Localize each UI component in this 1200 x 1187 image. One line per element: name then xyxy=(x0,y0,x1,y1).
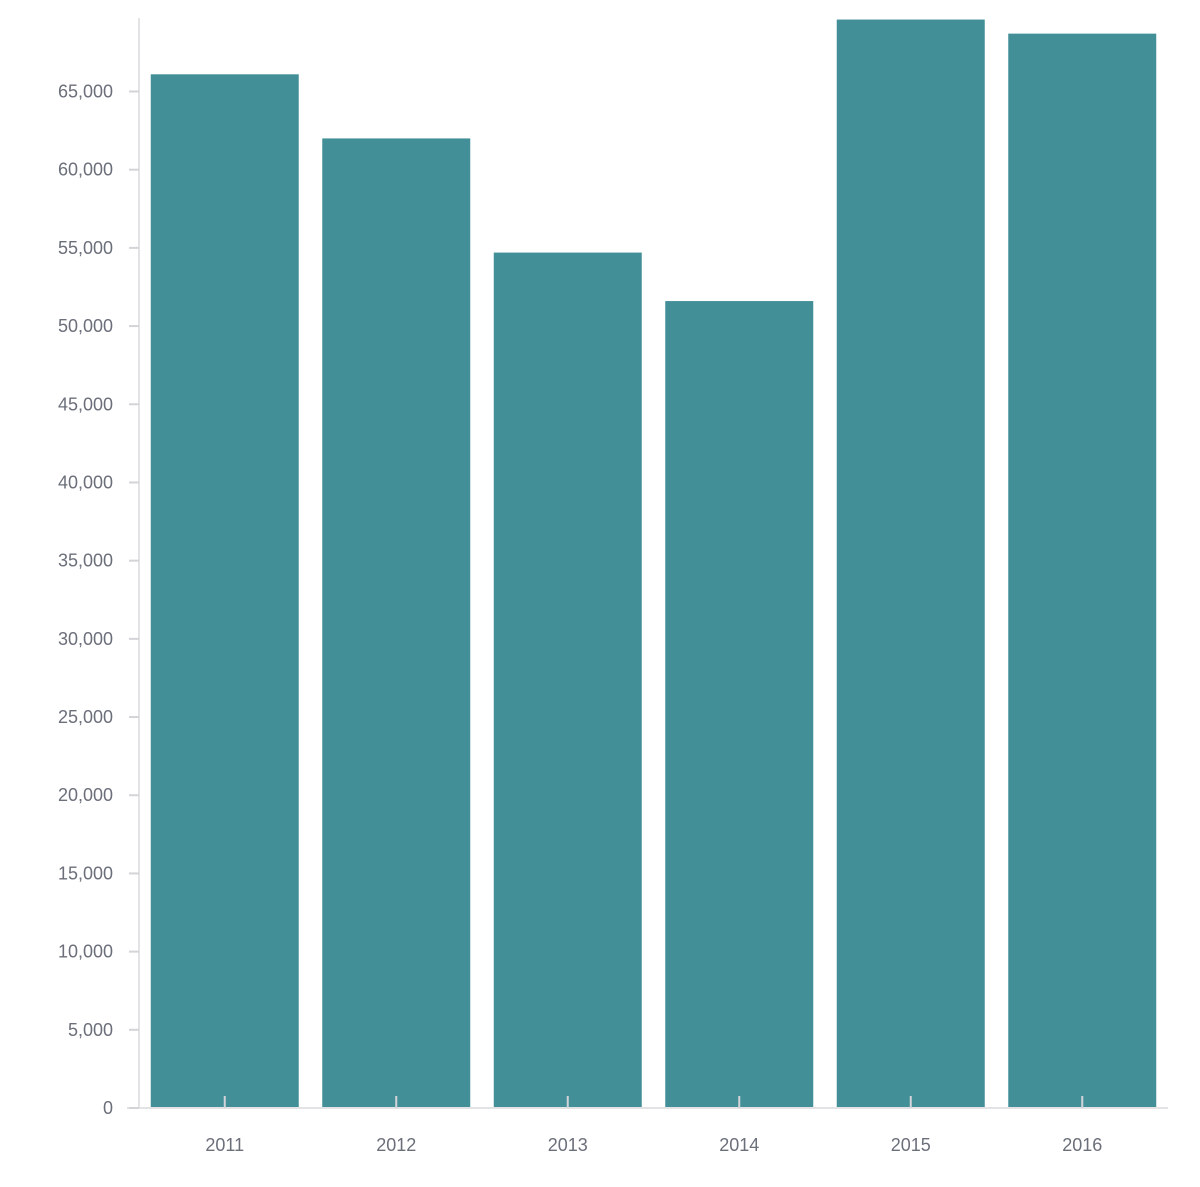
x-tick-label: 2012 xyxy=(376,1135,416,1155)
bar-2015 xyxy=(836,19,985,1108)
x-tick-label: 2015 xyxy=(891,1135,931,1155)
y-tick-label: 25,000 xyxy=(58,707,113,727)
bars-layer xyxy=(150,19,1157,1109)
y-tick-label: 60,000 xyxy=(58,160,113,180)
x-tick-label: 2016 xyxy=(1062,1135,1102,1155)
bar-2013 xyxy=(493,252,642,1108)
y-tick-label: 20,000 xyxy=(58,785,113,805)
y-tick-label: 50,000 xyxy=(58,316,113,336)
labels-layer: 0 5,000 10,000 15,000 20,000 25,000 30,000 35,0… xyxy=(58,82,1102,1155)
y-tick-label: 15,000 xyxy=(58,863,113,883)
bar-2014 xyxy=(665,301,814,1108)
y-tick-label: 5,000 xyxy=(68,1020,113,1040)
y-tick-label: 45,000 xyxy=(58,394,113,414)
y-tick-label: 0 xyxy=(103,1098,113,1118)
y-tick-label: 55,000 xyxy=(58,238,113,258)
y-tick-label: 10,000 xyxy=(58,942,113,962)
x-tick-label: 2013 xyxy=(548,1135,588,1155)
axes-layer xyxy=(127,18,1168,1109)
bar-2012 xyxy=(322,138,471,1109)
y-tick-label: 35,000 xyxy=(58,551,113,571)
y-tick-label: 40,000 xyxy=(58,472,113,492)
y-tick-label: 65,000 xyxy=(58,82,113,102)
x-tick-label: 2011 xyxy=(205,1135,244,1155)
bar-2011 xyxy=(150,74,299,1108)
bar-2016 xyxy=(1008,33,1157,1108)
x-tick-label: 2014 xyxy=(719,1135,759,1155)
y-tick-label: 30,000 xyxy=(58,629,113,649)
